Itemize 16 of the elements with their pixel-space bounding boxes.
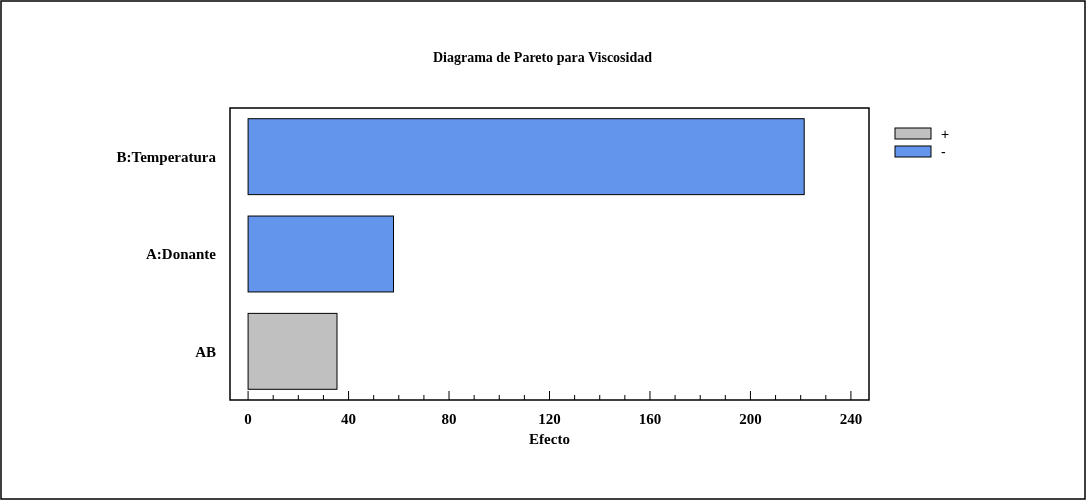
chart-title: Diagrama de Pareto para Viscosidad [432,50,653,65]
bar [247,118,805,196]
y-tick-label: A:Donante [146,246,217,263]
y-tick-label: AB [195,343,216,360]
legend-label: + [941,125,950,142]
x-tick-label: 80 [441,411,457,427]
x-tick-label: 200 [739,411,762,427]
x-tick-label: 40 [341,411,357,427]
x-tick-label: 240 [839,411,863,427]
x-axis-title: Efecto [529,431,570,447]
x-tick-label: 120 [538,411,561,427]
y-tick-label: B:Temperatura [116,148,217,165]
bar [247,215,395,293]
legend-label: - [941,143,946,160]
x-tick-label: 160 [638,411,662,427]
x-tick-label: 0 [244,411,252,427]
